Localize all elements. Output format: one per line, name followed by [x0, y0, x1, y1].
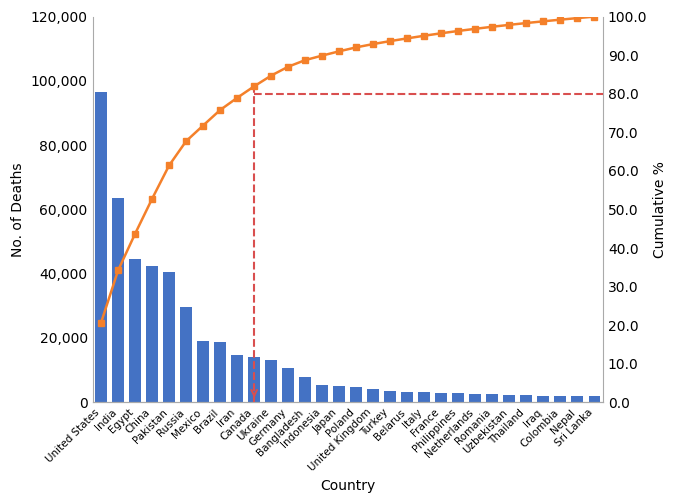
Bar	[555, 396, 566, 402]
Bar	[95, 92, 107, 402]
Bar	[521, 395, 532, 402]
Bar	[504, 395, 515, 402]
Bar	[129, 259, 141, 402]
Bar	[401, 392, 414, 402]
Bar	[299, 376, 311, 402]
Bar	[316, 385, 328, 402]
Bar	[418, 392, 431, 402]
Bar	[112, 198, 124, 402]
Bar	[538, 396, 549, 402]
Bar	[572, 396, 583, 402]
Bar	[180, 307, 192, 402]
Y-axis label: No. of Deaths: No. of Deaths	[11, 162, 25, 257]
X-axis label: Country: Country	[320, 479, 376, 493]
Y-axis label: Cumulative %: Cumulative %	[653, 161, 667, 258]
Bar	[265, 360, 277, 402]
Bar	[214, 342, 226, 402]
Bar	[452, 393, 464, 402]
Bar	[486, 394, 498, 402]
Bar	[163, 272, 175, 402]
Bar	[367, 390, 379, 402]
Bar	[351, 387, 362, 402]
Bar	[146, 266, 158, 402]
Bar	[231, 355, 243, 402]
Bar	[282, 367, 294, 402]
Bar	[589, 397, 601, 402]
Bar	[384, 391, 396, 402]
Bar	[197, 341, 209, 402]
Bar	[248, 357, 260, 402]
Bar	[334, 386, 345, 402]
Bar	[435, 393, 447, 402]
Bar	[469, 394, 481, 402]
